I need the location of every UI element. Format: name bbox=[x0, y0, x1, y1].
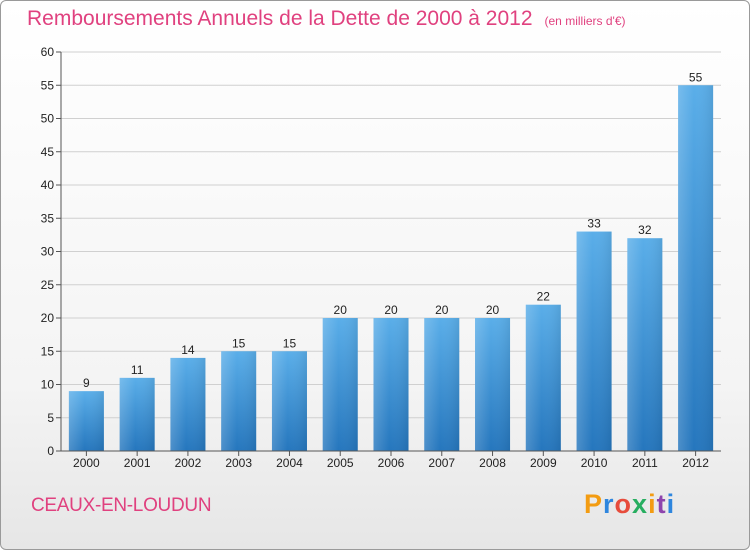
logo-letter: o bbox=[614, 489, 633, 519]
xtick-label-2012: 2012 bbox=[682, 456, 709, 470]
xtick-label-2006: 2006 bbox=[378, 456, 405, 470]
proxiti-logo: Proxiti bbox=[584, 489, 675, 520]
logo-letter: i bbox=[666, 489, 676, 519]
data-label-2002: 14 bbox=[181, 343, 195, 357]
ytick-label-15: 15 bbox=[41, 344, 55, 358]
ytick-label-40: 40 bbox=[41, 178, 55, 192]
data-label-2011: 32 bbox=[638, 223, 652, 237]
xtick-label-2008: 2008 bbox=[479, 456, 506, 470]
data-label-2000: 9 bbox=[83, 376, 90, 390]
bar-shine-2005 bbox=[322, 318, 358, 451]
bar-shine-2008 bbox=[475, 318, 511, 451]
bar-shine-2010 bbox=[576, 231, 612, 451]
bar-shine-2007 bbox=[424, 318, 460, 451]
xtick-label-2005: 2005 bbox=[327, 456, 354, 470]
bar-shine-2004 bbox=[271, 351, 307, 451]
bar-shine-2012 bbox=[678, 85, 714, 451]
xtick-label-2001: 2001 bbox=[124, 456, 151, 470]
bar-shine-2000 bbox=[68, 391, 104, 451]
data-label-2006: 20 bbox=[384, 303, 398, 317]
data-label-2012: 55 bbox=[689, 70, 703, 84]
bar-shine-2001 bbox=[119, 377, 155, 451]
axis-layer: 0 5 10 15 20 25 30 35 40 45 50 55 60 2000 2001 2002 2003… bbox=[41, 45, 721, 470]
logo-letter: i bbox=[648, 489, 657, 519]
ytick-label-45: 45 bbox=[41, 145, 55, 159]
ytick-label-60: 60 bbox=[41, 45, 55, 59]
bar-shine-2002 bbox=[170, 357, 206, 451]
xtick-label-2009: 2009 bbox=[530, 456, 557, 470]
data-label-2008: 20 bbox=[486, 303, 500, 317]
commune-name: CEAUX-EN-LOUDUN bbox=[31, 495, 212, 516]
xtick-label-2000: 2000 bbox=[73, 456, 100, 470]
data-label-2010: 33 bbox=[587, 217, 601, 231]
bar-shine-2009 bbox=[525, 304, 561, 451]
logo-letter: P bbox=[584, 489, 604, 519]
bar-shine-2003 bbox=[221, 351, 257, 451]
xtick-label-2007: 2007 bbox=[428, 456, 455, 470]
logo-letter: t bbox=[656, 489, 667, 519]
data-label-2007: 20 bbox=[435, 303, 449, 317]
ytick-label-35: 35 bbox=[41, 211, 55, 225]
bar-shine-2011 bbox=[627, 238, 663, 451]
xtick-label-2011: 2011 bbox=[632, 456, 658, 470]
chart-subtitle: (en milliers d'€) bbox=[544, 14, 626, 28]
data-label-2004: 15 bbox=[283, 336, 297, 350]
data-label-2009: 22 bbox=[537, 290, 551, 304]
ytick-label-5: 5 bbox=[47, 411, 54, 425]
bars-layer: 9 11 14 15 15 20 20 20 20 22 33 32 55 bbox=[68, 70, 714, 451]
ytick-label-20: 20 bbox=[41, 311, 55, 325]
data-label-2001: 11 bbox=[131, 363, 144, 377]
data-label-2005: 20 bbox=[334, 303, 348, 317]
ytick-label-0: 0 bbox=[47, 444, 54, 458]
ytick-label-25: 25 bbox=[41, 278, 55, 292]
logo-letter: x bbox=[632, 489, 649, 519]
xtick-label-2004: 2004 bbox=[276, 456, 303, 470]
bar-shine-2006 bbox=[373, 318, 409, 451]
data-label-2003: 15 bbox=[232, 336, 246, 350]
ytick-label-55: 55 bbox=[41, 78, 55, 92]
ytick-label-30: 30 bbox=[41, 245, 55, 259]
xtick-label-2003: 2003 bbox=[225, 456, 252, 470]
ytick-label-50: 50 bbox=[41, 112, 55, 126]
xtick-label-2002: 2002 bbox=[175, 456, 202, 470]
chart-title: Remboursements Annuels de la Dette de 20… bbox=[27, 7, 626, 30]
logo-letter: r bbox=[603, 489, 615, 519]
ytick-label-10: 10 bbox=[41, 378, 55, 392]
xtick-label-2010: 2010 bbox=[581, 456, 608, 470]
